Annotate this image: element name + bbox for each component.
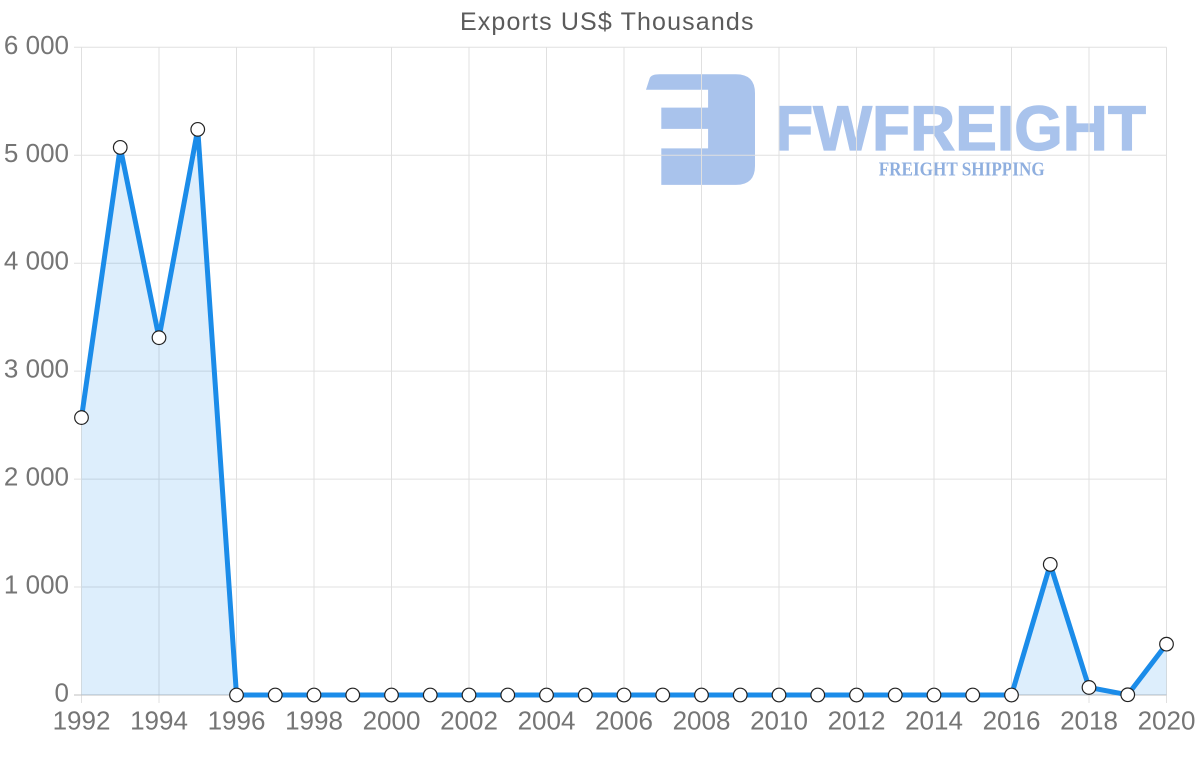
svg-text:2016: 2016 [983,706,1041,736]
svg-text:2020: 2020 [1138,706,1196,736]
svg-text:2000: 2000 [363,706,421,736]
svg-text:4 000: 4 000 [4,246,69,276]
svg-text:1992: 1992 [53,706,111,736]
svg-text:1 000: 1 000 [4,570,69,600]
svg-text:1994: 1994 [130,706,188,736]
svg-text:1996: 1996 [208,706,266,736]
svg-text:2014: 2014 [905,706,963,736]
svg-text:3 000: 3 000 [4,354,69,384]
svg-text:5 000: 5 000 [4,138,69,168]
svg-text:2004: 2004 [518,706,576,736]
svg-text:FWFREIGHT: FWFREIGHT [775,94,1146,164]
svg-text:2010: 2010 [750,706,808,736]
svg-text:FREIGHT SHIPPING: FREIGHT SHIPPING [879,159,1045,181]
svg-text:2012: 2012 [828,706,886,736]
svg-text:2 000: 2 000 [4,462,69,492]
svg-text:2018: 2018 [1060,706,1118,736]
svg-text:0: 0 [55,678,69,708]
svg-text:Exports US$ Thousands: Exports US$ Thousands [460,8,755,36]
svg-text:2008: 2008 [673,706,731,736]
svg-text:1998: 1998 [285,706,343,736]
svg-text:2006: 2006 [595,706,653,736]
svg-text:2002: 2002 [440,706,498,736]
svg-text:6 000: 6 000 [4,30,69,60]
